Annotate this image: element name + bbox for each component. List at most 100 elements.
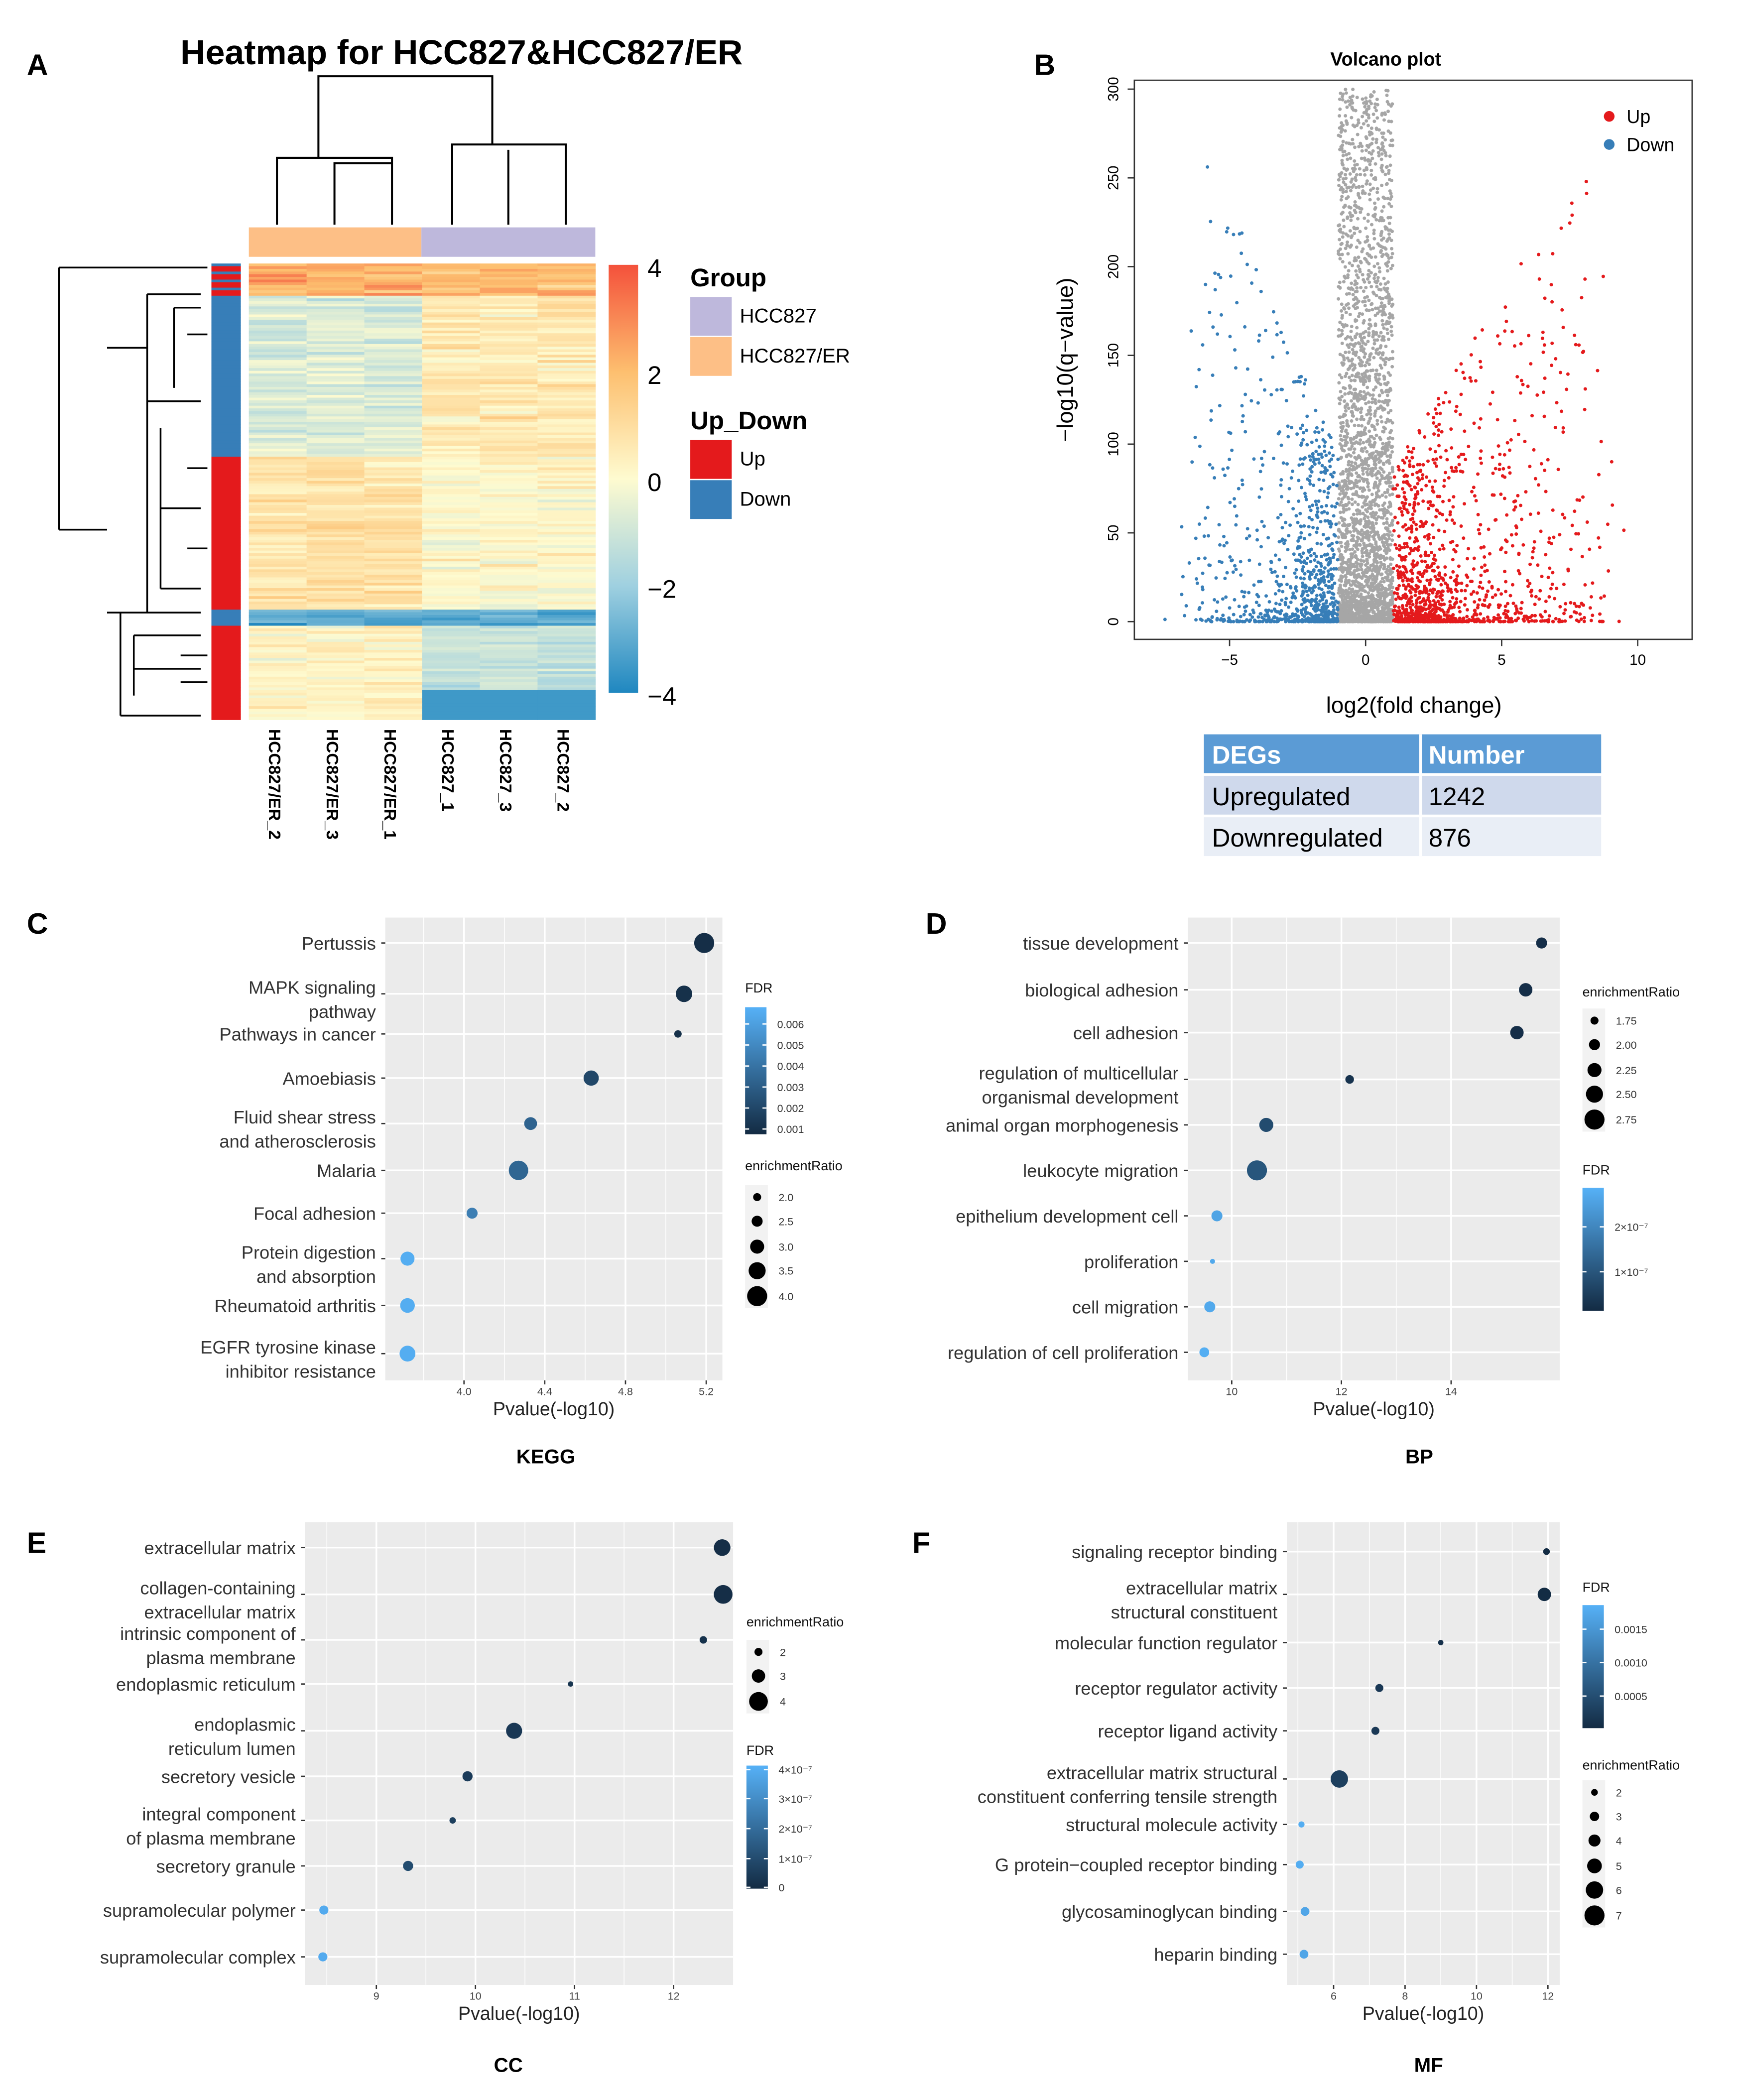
volcano-point	[1375, 338, 1379, 342]
row-annotation-cell	[211, 529, 241, 532]
volcano-point	[1373, 375, 1377, 379]
heatmap-cell	[480, 341, 538, 345]
volcano-point	[1403, 613, 1407, 617]
volcano-point	[1362, 101, 1366, 105]
volcano-point	[1374, 385, 1378, 389]
volcano-title: Volcano plot	[1330, 49, 1441, 70]
column-label: HCC827_1	[438, 729, 457, 812]
volcano-point	[1373, 473, 1377, 477]
heatmap-cell	[306, 714, 365, 718]
volcano-point	[1543, 376, 1547, 380]
row-annotation-cell	[211, 489, 241, 492]
volcano-point	[1355, 289, 1359, 293]
heatmap-cell	[480, 459, 538, 463]
volcano-point	[1413, 509, 1417, 513]
heatmap-cell	[537, 558, 596, 562]
row-annotation-cell	[211, 454, 241, 457]
heatmap-cell	[306, 403, 365, 406]
volcano-point	[1373, 177, 1377, 181]
heatmap-cell	[480, 639, 538, 642]
heatmap-cell	[248, 698, 307, 702]
volcano-point	[1367, 116, 1371, 120]
volcano-point	[1372, 425, 1376, 429]
volcano-point	[1425, 615, 1429, 618]
heatmap-cell	[364, 448, 423, 452]
row-annotation-cell	[211, 717, 241, 720]
heatmap-cell	[364, 633, 423, 637]
heatmap-cell	[537, 365, 596, 369]
heatmap-cell	[248, 523, 307, 527]
volcano-point	[1384, 182, 1388, 186]
heatmap-cell	[248, 293, 307, 296]
volcano-point	[1349, 180, 1353, 184]
volcano-point	[1561, 426, 1565, 430]
volcano-point	[1342, 522, 1346, 526]
volcano-point	[1349, 218, 1353, 222]
volcano-point	[1474, 379, 1478, 383]
heatmap-cell	[306, 314, 365, 318]
heatmap-cell	[537, 465, 596, 468]
volcano-point	[1434, 425, 1438, 428]
volcano-point	[1569, 601, 1573, 605]
volcano-point	[1389, 204, 1393, 208]
heatmap-cell	[248, 306, 307, 310]
volcano-point	[1383, 111, 1387, 115]
volcano-point	[1504, 616, 1508, 619]
heatmap-cell	[248, 287, 307, 291]
heatmap-cell	[364, 631, 423, 634]
volcano-point	[1365, 535, 1368, 538]
heatmap-cell	[537, 701, 596, 704]
heatmap-cell	[480, 384, 538, 387]
volcano-point	[1525, 617, 1529, 621]
volcano-point	[1362, 417, 1366, 421]
heatmap-cell	[248, 671, 307, 675]
heatmap-cell	[248, 505, 307, 508]
volcano-point	[1362, 570, 1366, 574]
heatmap-cell	[306, 408, 365, 412]
volcano-point	[1339, 434, 1343, 438]
volcano-point	[1362, 559, 1366, 563]
volcano-point	[1541, 330, 1545, 334]
heatmap-cell	[422, 515, 481, 519]
row-annotation-cell	[211, 693, 241, 696]
heatmap-cell	[422, 360, 481, 364]
volcano-point	[1457, 564, 1461, 568]
volcano-point	[1386, 292, 1390, 296]
heatmap-cell	[248, 660, 307, 664]
volcano-point	[1364, 426, 1367, 430]
volcano-point	[1482, 617, 1486, 621]
volcano-point	[1349, 342, 1353, 346]
heatmap-cell	[537, 588, 596, 592]
heatmap-cell	[306, 341, 365, 345]
volcano-point	[1363, 158, 1367, 162]
heatmap-cell	[306, 481, 365, 484]
volcano-point	[1348, 261, 1352, 265]
heatmap-cell	[364, 599, 423, 602]
volcano-point	[1378, 437, 1382, 441]
volcano-point	[1563, 516, 1567, 520]
row-annotation-cell	[211, 668, 241, 672]
heatmap-cell	[422, 411, 481, 414]
volcano-point	[1459, 600, 1463, 604]
heatmap-cell	[422, 628, 481, 632]
volcano-point	[1358, 241, 1362, 245]
volcano-point	[1353, 436, 1357, 440]
volcano-point	[1441, 543, 1445, 547]
heatmap-cell	[480, 303, 538, 307]
volcano-point	[1358, 479, 1362, 483]
heatmap-cell	[422, 266, 481, 269]
volcano-point	[1369, 600, 1373, 604]
heatmap-cell	[364, 416, 423, 420]
heatmap-cell	[537, 625, 596, 629]
heatmap-cell	[480, 644, 538, 648]
volcano-point	[1476, 603, 1480, 607]
heatmap-cell	[537, 620, 596, 623]
heatmap-cell	[422, 467, 481, 471]
heatmap-cell	[248, 478, 307, 482]
volcano-point	[1348, 587, 1352, 591]
volcano-point	[1413, 540, 1417, 544]
volcano-point	[1381, 516, 1385, 520]
volcano-point	[1550, 341, 1554, 345]
heatmap-cell	[422, 384, 481, 387]
volcano-point	[1353, 336, 1357, 340]
